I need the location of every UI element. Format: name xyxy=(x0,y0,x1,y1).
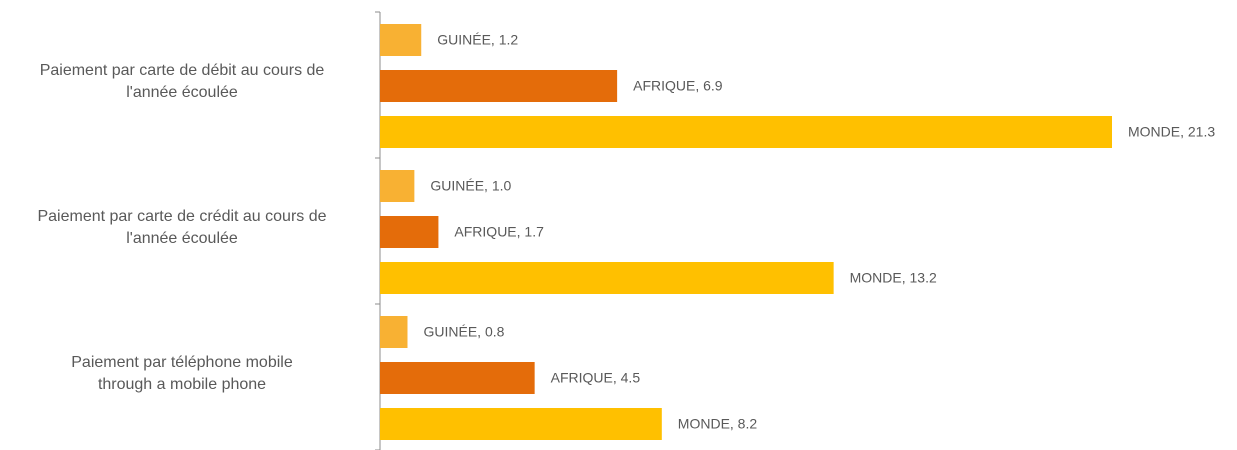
bar xyxy=(380,362,535,394)
data-label: AFRIQUE, 4.5 xyxy=(551,370,641,386)
data-label: MONDE, 8.2 xyxy=(678,416,758,432)
category-label: Paiement par carte de crédit au cours de… xyxy=(37,208,327,247)
bar xyxy=(380,216,439,248)
bar xyxy=(380,24,422,56)
category-label: Paiement par carte de débit au cours de … xyxy=(39,62,325,101)
data-label: GUINÉE, 1.2 xyxy=(437,32,518,48)
data-label: GUINÉE, 1.0 xyxy=(430,178,511,194)
data-label: GUINÉE, 0.8 xyxy=(423,324,504,340)
data-label: AFRIQUE, 6.9 xyxy=(633,78,723,94)
bar xyxy=(380,170,415,202)
data-label: AFRIQUE, 1.7 xyxy=(454,224,544,240)
bar xyxy=(380,408,662,440)
bar xyxy=(380,316,408,348)
data-label: MONDE, 13.2 xyxy=(850,270,937,286)
bar xyxy=(380,116,1112,148)
bar xyxy=(380,70,618,102)
bar xyxy=(380,262,834,294)
data-label: MONDE, 21.3 xyxy=(1128,124,1215,140)
category-label: Paiement par téléphone mobile through a … xyxy=(71,354,293,393)
